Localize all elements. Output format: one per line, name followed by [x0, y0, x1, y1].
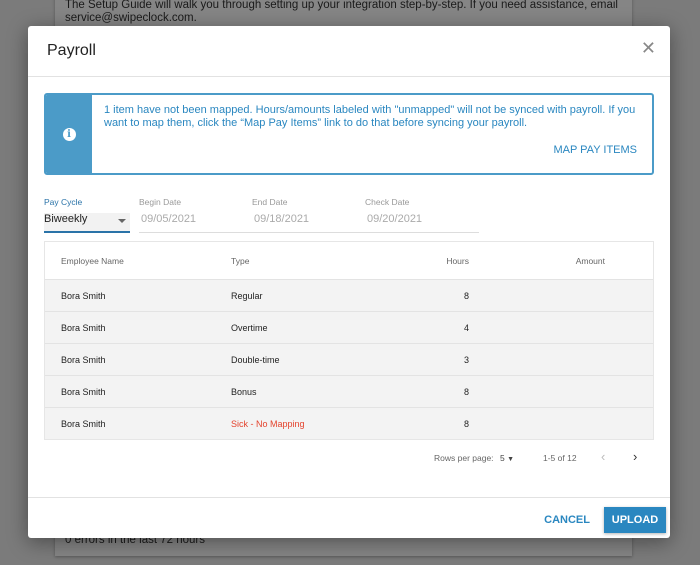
col-amount[interactable]: Amount — [575, 255, 605, 266]
table-row: Bora Smith Overtime 4 — [45, 311, 653, 343]
col-hours[interactable]: Hours — [446, 255, 469, 266]
alert-message: 1 item have not been mapped. Hours/amoun… — [104, 104, 636, 129]
cancel-button[interactable]: CANCEL — [544, 514, 590, 526]
col-employee-name[interactable]: Employee Name — [61, 255, 124, 266]
dropdown-caret-icon — [118, 219, 126, 223]
end-date-field: End Date 09/18/2021 — [252, 197, 365, 233]
pay-type: Overtime — [231, 322, 268, 333]
hours: 8 — [463, 290, 469, 301]
pay-type: Sick - No Mapping — [231, 418, 305, 429]
payroll-table: Employee Name Type Hours Amount Bora Smi… — [44, 241, 654, 440]
begin-date-value: 09/05/2021 — [139, 213, 252, 233]
hours: 8 — [463, 386, 469, 397]
pay-type: Double-time — [231, 354, 280, 365]
next-page-icon[interactable]: › — [633, 449, 638, 464]
page-range: 1-5 of 12 — [543, 453, 577, 463]
table-row: Bora Smith Bonus 8 — [45, 375, 653, 407]
pay-type: Regular — [231, 290, 263, 301]
employee-name: Bora Smith — [61, 322, 106, 333]
rows-per-page-value: 5 — [500, 453, 505, 463]
footer-divider — [28, 497, 670, 498]
rows-per-page-label: Rows per page: — [434, 453, 494, 463]
table-row: Bora Smith Sick - No Mapping 8 — [45, 407, 653, 439]
employee-name: Bora Smith — [61, 418, 106, 429]
check-date-field: Check Date 09/20/2021 — [365, 197, 479, 233]
pay-cycle-label: Pay Cycle — [44, 197, 83, 207]
check-date-value: 09/20/2021 — [365, 213, 479, 233]
header-divider — [28, 76, 670, 77]
hours: 8 — [463, 418, 469, 429]
table-row: Bora Smith Double-time 3 — [45, 343, 653, 375]
dialog-title: Payroll — [47, 42, 96, 59]
check-date-label: Check Date — [365, 197, 410, 207]
dropdown-caret-icon: ▼ — [507, 456, 515, 463]
prev-page-icon[interactable]: ‹ — [601, 449, 606, 464]
map-pay-items-link[interactable]: MAP PAY ITEMS — [553, 144, 637, 156]
close-icon[interactable]: ✕ — [640, 38, 656, 58]
employee-name: Bora Smith — [61, 290, 106, 301]
rows-per-page-select[interactable]: 5 ▼ — [500, 453, 514, 463]
hours: 4 — [463, 322, 469, 333]
upload-button[interactable]: UPLOAD — [604, 507, 666, 533]
payroll-dialog: Payroll ✕ i 1 item have not been mapped.… — [28, 26, 670, 538]
unmapped-alert: i 1 item have not been mapped. Hours/amo… — [44, 93, 654, 175]
employee-name: Bora Smith — [61, 354, 106, 365]
table-row: Bora Smith Regular 8 — [45, 279, 653, 311]
table-header: Employee Name Type Hours Amount — [45, 242, 653, 279]
col-type[interactable]: Type — [231, 255, 250, 266]
end-date-label: End Date — [252, 197, 288, 207]
pay-cycle-select[interactable]: Pay Cycle Biweekly — [44, 197, 130, 233]
pay-cycle-value: Biweekly — [44, 213, 88, 225]
end-date-value: 09/18/2021 — [252, 213, 365, 233]
pay-type: Bonus — [231, 386, 257, 397]
hours: 3 — [463, 354, 469, 365]
background-email: service@swipeclock.com. — [65, 12, 197, 24]
employee-name: Bora Smith — [61, 386, 106, 397]
info-icon: i — [62, 127, 76, 141]
begin-date-field: Begin Date 09/05/2021 — [139, 197, 252, 233]
begin-date-label: Begin Date — [139, 197, 182, 207]
background-text: The Setup Guide will walk you through se… — [65, 0, 618, 11]
